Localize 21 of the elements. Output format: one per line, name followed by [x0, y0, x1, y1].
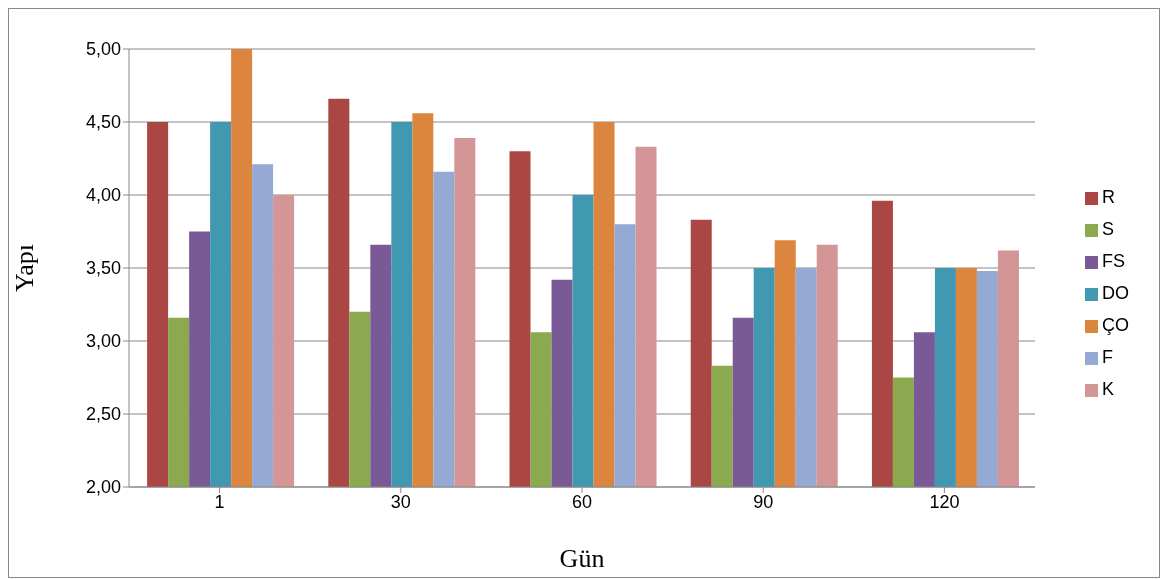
legend-label: K — [1102, 379, 1115, 399]
y-tick-label: 5,00 — [85, 39, 121, 60]
y-tick-label: 2,00 — [85, 477, 121, 498]
y-tick-label: 4,00 — [85, 185, 121, 206]
x-tick-label: 90 — [753, 491, 774, 512]
legend-label: R — [1102, 187, 1115, 207]
legend-label: FS — [1102, 251, 1126, 271]
x-tick-label: 120 — [929, 491, 960, 512]
x-tick-label: 60 — [571, 491, 593, 512]
y-tick-label: 4,50 — [85, 112, 121, 133]
y-axis-title: Yapı — [10, 244, 40, 292]
x-tick-label: 30 — [390, 491, 411, 512]
legend-label: F — [1102, 347, 1113, 367]
legend-label: ÇO — [1102, 315, 1129, 335]
y-tick-label: 2,50 — [85, 404, 121, 425]
legend-label: S — [1102, 219, 1115, 239]
y-tick-label: 3,50 — [85, 258, 121, 279]
x-axis-title: Gün — [559, 544, 605, 573]
y-tick-label: 3,00 — [85, 331, 121, 352]
legend-label: DO — [1102, 283, 1129, 303]
x-tick-label: 1 — [214, 491, 225, 512]
